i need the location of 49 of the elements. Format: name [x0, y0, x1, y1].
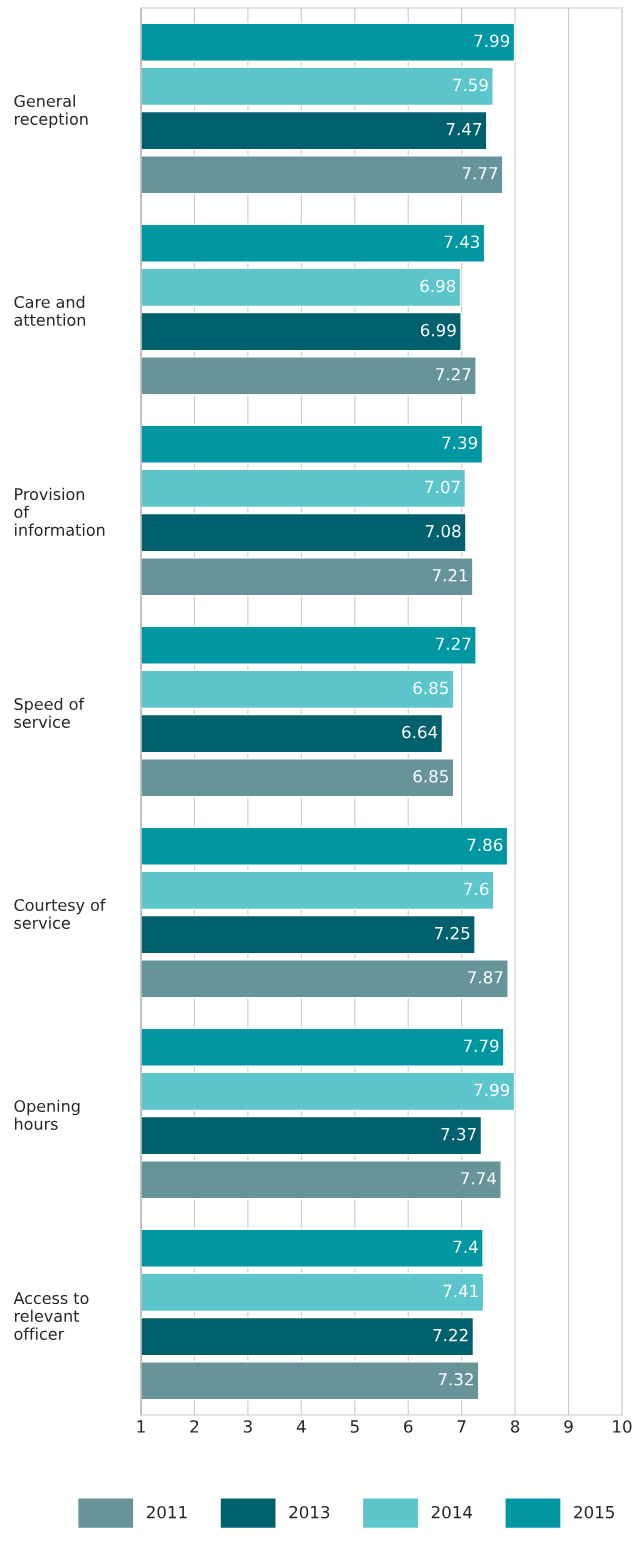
legend-label: 2011 — [146, 1505, 187, 1519]
data-label: 7.47 — [446, 123, 482, 136]
data-label: 7.59 — [453, 78, 488, 92]
x-tick-label: 3 — [243, 1420, 252, 1433]
data-label: 7.32 — [438, 1372, 473, 1386]
x-tick-label: 10 — [613, 1420, 632, 1433]
data-label: 7.25 — [435, 926, 470, 940]
data-label: 7.22 — [433, 1328, 468, 1342]
data-label: 7.27 — [436, 367, 471, 381]
y-tick-label: Courtesy of service — [14, 898, 106, 929]
data-label: 7.07 — [425, 480, 460, 494]
data-label: 7.87 — [468, 970, 503, 984]
y-tick-label: Opening hours — [14, 1099, 80, 1130]
data-label: 7.41 — [443, 1284, 478, 1298]
data-label: 6.64 — [402, 725, 438, 739]
data-label: 7.4 — [453, 1240, 478, 1253]
x-tick-label: 2 — [190, 1420, 199, 1433]
data-label: 7.99 — [474, 1083, 510, 1097]
y-tick-label: Care and attention — [14, 295, 86, 326]
legend-label: 2015 — [574, 1505, 614, 1519]
x-tick-label: 7 — [457, 1420, 466, 1433]
data-label: 6.98 — [420, 279, 456, 293]
data-label: 7.27 — [436, 637, 471, 650]
legend-label: 2014 — [431, 1505, 473, 1519]
y-tick-label: Provision of information — [14, 487, 105, 536]
data-label: 7.99 — [474, 34, 510, 48]
data-label: 7.37 — [441, 1127, 476, 1141]
data-label: 6.85 — [413, 769, 448, 783]
data-label: 7.39 — [442, 436, 478, 450]
x-tick-label: 1 — [137, 1420, 145, 1433]
data-label: 7.43 — [444, 235, 480, 249]
data-label: 7.79 — [463, 1039, 499, 1053]
data-label: 7.74 — [461, 1172, 497, 1185]
data-label: 7.08 — [425, 524, 461, 538]
y-tick-label: Speed of service — [14, 697, 85, 728]
data-label: 6.99 — [420, 323, 456, 337]
data-label: 7.77 — [462, 167, 498, 180]
x-tick-label: 6 — [404, 1420, 413, 1433]
data-label: 7.21 — [432, 568, 468, 582]
legend-label: 2013 — [289, 1505, 330, 1519]
x-tick-label: 8 — [510, 1420, 520, 1433]
y-tick-label: General reception — [14, 94, 88, 129]
x-tick-label: 5 — [350, 1420, 359, 1433]
data-label: 6.85 — [413, 681, 448, 695]
data-label: 7.6 — [464, 882, 489, 896]
x-tick-label: 4 — [296, 1420, 306, 1433]
data-label: 7.86 — [467, 838, 503, 852]
x-tick-label: 9 — [564, 1420, 573, 1433]
y-tick-label: Access to relevant officer — [13, 1292, 89, 1340]
